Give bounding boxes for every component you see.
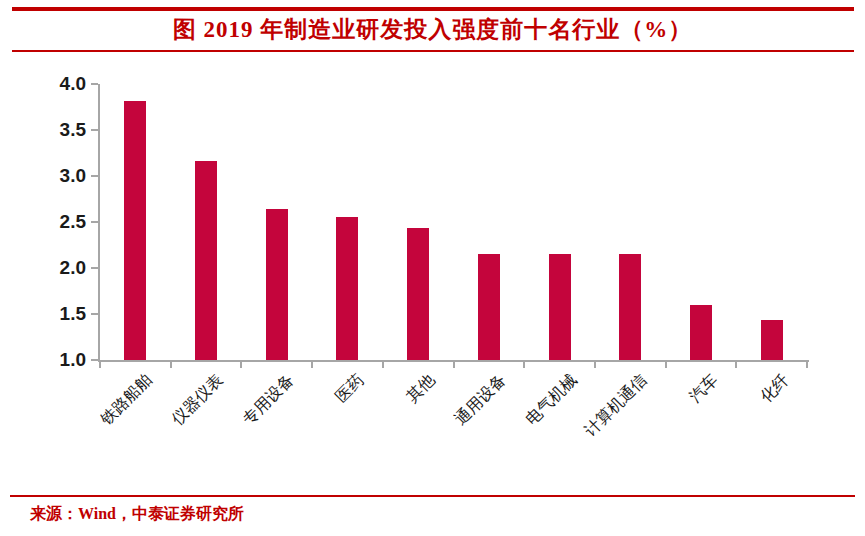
x-tick [240,362,242,368]
x-tick [99,362,101,368]
x-category-label: 汽车 [685,370,722,407]
y-tick-label: 3.5 [26,119,86,141]
x-category-label: 化纤 [756,370,793,407]
x-category-label: 专用设备 [238,370,298,430]
x-tick [523,362,525,368]
x-category-label: 仪器仪表 [168,370,228,430]
research-figure: 图 2019 年制造业研发投入强度前十名行业（%） 4.0 3.5 3.0 2.5 2.… [0,0,865,536]
bar [266,209,288,360]
y-tick [91,221,98,223]
y-tick [91,313,98,315]
bar [336,217,358,360]
x-category-label: 医药 [332,370,369,407]
y-tick-label: 2.0 [26,257,86,279]
x-tick [665,362,667,368]
y-tick-label: 2.5 [26,211,86,233]
x-tick [382,362,384,368]
y-tick [91,83,98,85]
source-note: 来源：Wind，中泰证券研究所 [30,504,244,525]
y-tick-label: 3.0 [26,165,86,187]
x-category-label: 铁路船舶 [97,370,157,430]
title-rule [12,50,854,52]
bar [619,254,641,360]
chart-title: 图 2019 年制造业研发投入强度前十名行业（%） [0,14,865,45]
top-rule [12,7,854,11]
y-tick [91,129,98,131]
x-tick [735,362,737,368]
x-category-label: 电气机械 [521,370,581,430]
x-tick [311,362,313,368]
bar [690,305,712,360]
bar [478,254,500,360]
y-tick-label: 1.0 [26,349,86,371]
x-tick [594,362,596,368]
x-tick [453,362,455,368]
bar [195,161,217,360]
y-tick-label: 4.0 [26,73,86,95]
bar [124,101,146,360]
bar [761,320,783,360]
y-tick [91,359,98,361]
y-tick-label: 1.5 [26,303,86,325]
x-category-label: 通用设备 [451,370,511,430]
y-axis-line [98,84,100,362]
x-category-label: 其他 [403,370,440,407]
footer-rule [10,495,855,497]
bar [407,228,429,360]
y-tick [91,267,98,269]
x-tick [170,362,172,368]
y-tick [91,175,98,177]
x-tick [806,362,808,368]
bar [549,254,571,360]
x-category-label: 计算机通信 [581,370,652,441]
